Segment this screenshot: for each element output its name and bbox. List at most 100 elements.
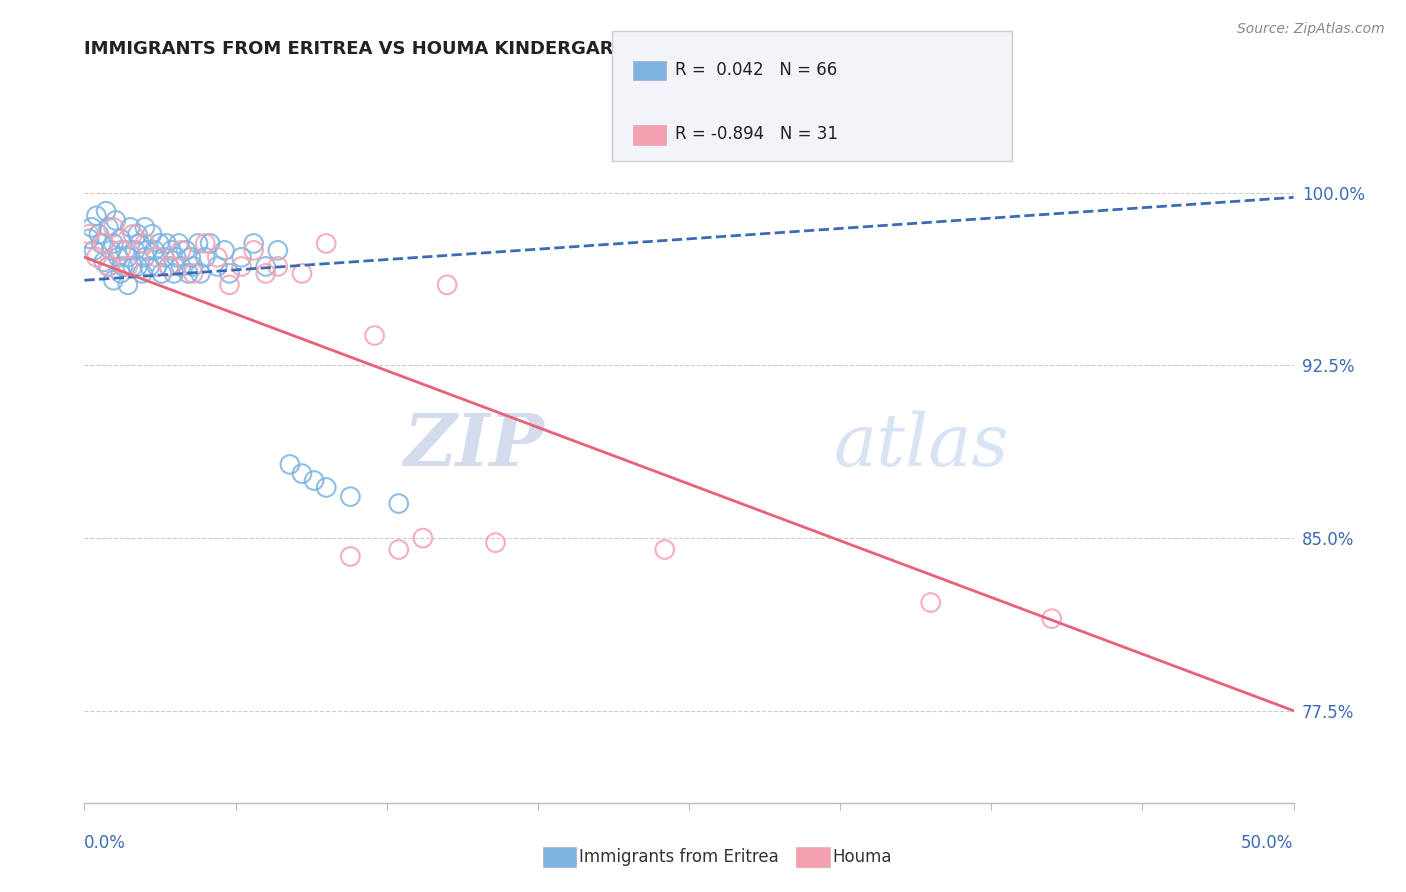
Point — [86, 209, 108, 223]
Text: ZIP: ZIP — [404, 410, 544, 482]
Point — [291, 266, 314, 280]
Point — [157, 260, 180, 274]
Point — [117, 250, 139, 264]
Text: Source: ZipAtlas.com: Source: ZipAtlas.com — [1237, 22, 1385, 37]
Point — [121, 260, 143, 274]
Point — [231, 260, 253, 274]
Point — [117, 277, 139, 292]
Text: 0.0%: 0.0% — [84, 834, 127, 852]
Point — [242, 244, 264, 258]
Text: Immigrants from Eritrea: Immigrants from Eritrea — [579, 848, 779, 866]
Point — [484, 535, 506, 549]
Point — [231, 250, 253, 264]
Point — [315, 480, 337, 494]
Point — [94, 204, 117, 219]
Point — [254, 260, 277, 274]
Point — [302, 474, 325, 488]
Point — [155, 236, 177, 251]
Text: 50.0%: 50.0% — [1241, 834, 1294, 852]
Point — [194, 236, 217, 251]
Text: R =  0.042   N = 66: R = 0.042 N = 66 — [675, 61, 837, 78]
Point — [120, 220, 142, 235]
Point — [153, 250, 176, 264]
Point — [214, 244, 236, 258]
Point — [1040, 612, 1063, 626]
Point — [177, 266, 200, 280]
Point — [103, 220, 125, 235]
Point — [136, 244, 159, 258]
Point — [97, 260, 120, 274]
Point — [315, 236, 337, 251]
Point — [181, 266, 204, 280]
Point — [267, 260, 290, 274]
Point — [110, 244, 132, 258]
Point — [174, 244, 197, 258]
Point — [181, 260, 204, 274]
Point — [93, 236, 115, 251]
Point — [207, 260, 229, 274]
Point — [143, 244, 166, 258]
Point — [190, 266, 212, 280]
Point — [339, 549, 361, 564]
Point — [134, 220, 156, 235]
Point — [87, 227, 110, 242]
Point — [363, 328, 385, 343]
Point — [218, 266, 240, 280]
Point — [180, 250, 202, 264]
Point — [654, 542, 676, 557]
Point — [127, 227, 149, 242]
Point — [97, 260, 120, 274]
Point — [134, 236, 156, 251]
Point — [146, 250, 169, 264]
Point — [187, 236, 209, 251]
Point — [80, 220, 103, 235]
Point — [100, 244, 122, 258]
Point — [114, 244, 136, 258]
Point — [194, 250, 217, 264]
Point — [218, 277, 240, 292]
Point — [267, 244, 290, 258]
Point — [160, 244, 183, 258]
Point — [93, 255, 115, 269]
Point — [436, 277, 458, 292]
Point — [254, 266, 277, 280]
Point — [146, 260, 169, 274]
Point — [134, 250, 156, 264]
Point — [83, 244, 105, 258]
Point — [170, 260, 193, 274]
Point — [157, 260, 180, 274]
Point — [103, 236, 125, 251]
Point — [77, 227, 100, 242]
Point — [129, 236, 152, 251]
Point — [920, 595, 942, 609]
Point — [90, 236, 112, 251]
Point — [170, 244, 193, 258]
Point — [163, 266, 186, 280]
Text: IMMIGRANTS FROM ERITREA VS HOUMA KINDERGARTEN CORRELATION CHART: IMMIGRANTS FROM ERITREA VS HOUMA KINDERG… — [84, 40, 875, 58]
Point — [104, 213, 127, 227]
Point — [103, 273, 125, 287]
Point — [112, 260, 135, 274]
Point — [117, 260, 139, 274]
Point — [86, 250, 108, 264]
Point — [107, 250, 129, 264]
Text: atlas: atlas — [834, 410, 1010, 482]
Point — [127, 260, 149, 274]
Point — [388, 542, 411, 557]
Point — [150, 266, 173, 280]
Point — [242, 236, 264, 251]
Point — [131, 266, 153, 280]
Point — [124, 244, 146, 258]
Point — [121, 227, 143, 242]
Point — [97, 220, 120, 235]
Point — [207, 250, 229, 264]
Point — [141, 227, 163, 242]
Point — [198, 236, 221, 251]
Point — [278, 458, 301, 472]
Point — [167, 236, 190, 251]
Point — [291, 467, 314, 481]
Point — [412, 531, 434, 545]
Point — [138, 260, 160, 274]
Point — [388, 497, 411, 511]
Point — [110, 266, 132, 280]
